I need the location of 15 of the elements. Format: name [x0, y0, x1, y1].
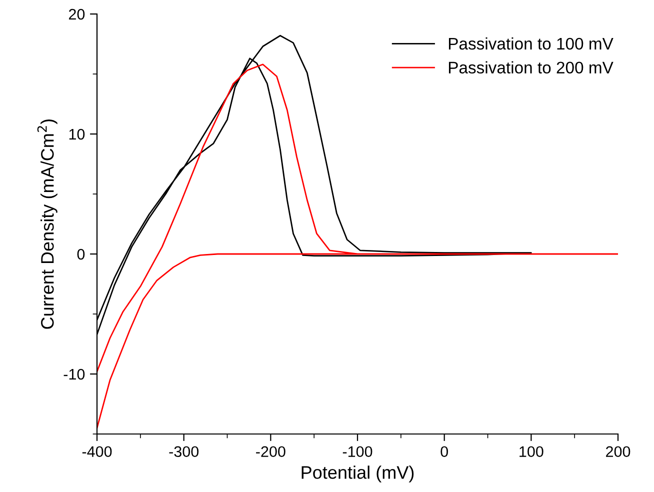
y-tick-label: -10: [64, 368, 85, 380]
x-tick-label: -100: [342, 446, 372, 458]
y-tick-label: 20: [68, 8, 85, 20]
x-tick-label: -400: [82, 446, 112, 458]
y-axis-title: Current Density (mA/Cm$^{2}$): [37, 119, 58, 329]
x-tick-label: 200: [606, 446, 630, 458]
x-axis-title: Potential (mV): [302, 466, 414, 482]
x-tick-label: -200: [256, 446, 286, 458]
x-tick-label: 100: [520, 446, 544, 458]
x-tick-label: 0: [440, 446, 448, 458]
legend-label: Passivation to 100 mV: [448, 37, 614, 50]
x-tick-label: -300: [169, 446, 199, 458]
legend-label: Passivation to 200 mV: [448, 61, 614, 74]
y-tick-label: 0: [77, 248, 85, 260]
y-tick-label: 10: [69, 128, 85, 140]
